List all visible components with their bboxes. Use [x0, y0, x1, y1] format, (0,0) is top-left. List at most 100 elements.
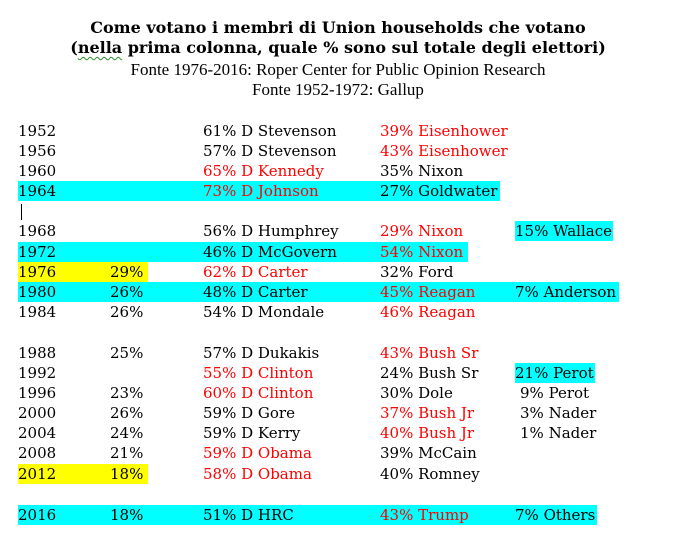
table-row: 1960 65% D Kennedy 35% Nixon — [0, 161, 676, 181]
democrat-cell: 55% D Clinton — [203, 364, 314, 382]
democrat-cell: 59% D Kerry — [203, 424, 301, 442]
democrat-cell: 54% D Mondale — [203, 303, 325, 321]
republican-cell: 37% Bush Jr — [380, 404, 475, 422]
republican-cell: 45% Reagan — [380, 283, 476, 301]
other-candidate-cell: 21% Perot — [515, 364, 594, 382]
table-row: 2004 24% 59% D Kerry 40% Bush Jr 1% Nader — [0, 423, 676, 443]
table-row: 1992 55% D Clinton 24% Bush Sr 21% Perot — [0, 363, 676, 383]
republican-cell: 43% Trump — [380, 506, 469, 524]
title-paren: ( — [70, 38, 78, 57]
republican-cell: 29% Nixon — [380, 222, 464, 240]
table-row: 1956 57% D Stevenson 43% Eisenhower — [0, 141, 676, 161]
table-row: 1988 25% 57% D Dukakis 43% Bush Sr — [0, 343, 676, 363]
highlight-band — [18, 282, 619, 302]
union-share-cell: 26% — [110, 404, 144, 422]
union-share-cell: 18% — [110, 465, 144, 483]
other-candidate-cell: 1% Nader — [520, 424, 597, 442]
year-cell: 1972 — [18, 243, 57, 261]
highlight-band — [515, 363, 595, 383]
year-cell: 2012 — [18, 465, 57, 483]
year-cell: 2008 — [18, 444, 57, 462]
year-cell: 1980 — [18, 283, 57, 301]
table-row: 2000 26% 59% D Gore 37% Bush Jr 3% Nader — [0, 403, 676, 423]
republican-cell: 24% Bush Sr — [380, 364, 479, 382]
democrat-cell: 56% D Humphrey — [203, 222, 339, 240]
democrat-cell: 46% D McGovern — [203, 243, 337, 261]
democrat-cell: 62% D Carter — [203, 263, 308, 281]
title-line-2: (nella prima colonna, quale % sono sul t… — [0, 38, 676, 58]
union-share-cell: 24% — [110, 424, 144, 442]
republican-cell: 54% Nixon — [380, 243, 464, 261]
other-candidate-cell: 3% Nader — [520, 404, 597, 422]
other-candidate-cell: 7% Others — [515, 506, 596, 524]
union-share-cell: 25% — [110, 344, 144, 362]
democrat-cell: 48% D Carter — [203, 283, 308, 301]
democrat-cell: 61% D Stevenson — [203, 122, 337, 140]
year-cell: 1956 — [18, 142, 57, 160]
highlight-band — [18, 464, 148, 484]
union-share-cell: 21% — [110, 444, 144, 462]
year-cell: 1952 — [18, 122, 57, 140]
year-cell: 1984 — [18, 303, 57, 321]
other-candidate-cell: 9% Perot — [520, 384, 590, 402]
republican-cell: 39% McCain — [380, 444, 477, 462]
republican-cell: 27% Goldwater — [380, 182, 498, 200]
republican-cell: 35% Nixon — [380, 162, 464, 180]
union-share-cell: 29% — [110, 263, 144, 281]
year-cell: 1960 — [18, 162, 57, 180]
table-row: 1964 73% D Johnson 27% Goldwater — [0, 181, 676, 201]
title-rest: prima colonna, quale % sono sul totale d… — [122, 38, 606, 57]
republican-cell: 40% Bush Jr — [380, 424, 475, 442]
other-candidate-cell: 15% Wallace — [515, 222, 612, 240]
table-row: 1972 46% D McGovern 54% Nixon — [0, 242, 676, 262]
other-candidate-cell: 7% Anderson — [515, 283, 617, 301]
democrat-cell: 73% D Johnson — [203, 182, 319, 200]
table-row: 1984 26% 54% D Mondale 46% Reagan — [0, 302, 676, 322]
title-line-1: Come votano i membri di Union households… — [90, 18, 586, 37]
text-cursor — [21, 204, 22, 220]
highlight-band — [18, 242, 468, 262]
union-share-cell: 23% — [110, 384, 144, 402]
democrat-cell: 57% D Dukakis — [203, 344, 320, 362]
year-cell: 2000 — [18, 404, 57, 422]
table-row: 1976 29% 62% D Carter 32% Ford — [0, 262, 676, 282]
democrat-cell: 51% D HRC — [203, 506, 294, 524]
republican-cell: 32% Ford — [380, 263, 454, 281]
year-cell: 1968 — [18, 222, 57, 240]
democrat-cell: 57% D Stevenson — [203, 142, 337, 160]
table-row: 2008 21% 59% D Obama 39% McCain — [0, 443, 676, 463]
democrat-cell: 65% D Kennedy — [203, 162, 324, 180]
republican-cell: 30% Dole — [380, 384, 453, 402]
table-row: 1968 56% D Humphrey 29% Nixon 15% Wallace — [0, 221, 676, 241]
year-cell: 1976 — [18, 263, 57, 281]
source-line-1: Fonte 1976-2016: Roper Center for Public… — [130, 60, 546, 79]
year-cell: 2004 — [18, 424, 57, 442]
highlight-band — [18, 505, 597, 525]
highlight-band — [18, 262, 148, 282]
table-row: 2012 18% 58% D Obama 40% Romney — [0, 464, 676, 484]
republican-cell: 43% Eisenhower — [380, 142, 508, 160]
highlight-band — [515, 221, 613, 241]
table-row: 1980 26% 48% D Carter 45% Reagan 7% Anderson — [0, 282, 676, 302]
year-cell: 1996 — [18, 384, 57, 402]
source-line-2: Fonte 1952-1972: Gallup — [252, 80, 424, 99]
democrat-cell: 59% D Obama — [203, 444, 312, 462]
year-cell: 2016 — [18, 506, 57, 524]
year-cell: 1988 — [18, 344, 57, 362]
spellcheck-flagged-word: nella — [77, 38, 123, 57]
table-row: 2016 18% 51% D HRC 43% Trump 7% Others — [0, 505, 676, 525]
table-row: 1952 61% D Stevenson 39% Eisenhower — [0, 121, 676, 141]
year-cell: 1992 — [18, 364, 57, 382]
democrat-cell: 59% D Gore — [203, 404, 295, 422]
democrat-cell: 58% D Obama — [203, 465, 312, 483]
democrat-cell: 60% D Clinton — [203, 384, 314, 402]
union-share-cell: 18% — [110, 506, 144, 524]
year-cell: 1964 — [18, 182, 57, 200]
republican-cell: 43% Bush Sr — [380, 344, 479, 362]
union-share-cell: 26% — [110, 303, 144, 321]
union-share-cell: 26% — [110, 283, 144, 301]
table-row: 1996 23% 60% D Clinton 30% Dole 9% Perot — [0, 383, 676, 403]
highlight-band — [18, 181, 500, 201]
republican-cell: 46% Reagan — [380, 303, 476, 321]
republican-cell: 40% Romney — [380, 465, 480, 483]
